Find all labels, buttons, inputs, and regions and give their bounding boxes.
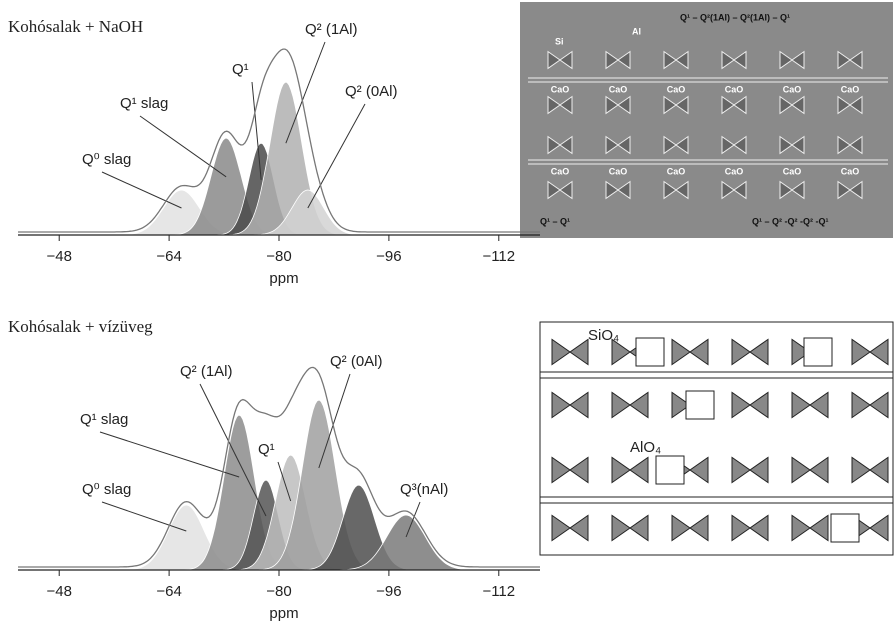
peak-label: Q¹ slag (80, 411, 128, 428)
peak-label: Q⁰ slag (82, 481, 131, 498)
leader-line (308, 104, 365, 208)
x-tick-label: −80 (266, 248, 291, 265)
caption: Q¹ – Q²(1Al) – Q²(1Al) – Q¹ (680, 12, 790, 22)
label: AlO₄ (630, 439, 661, 456)
cao-label: CaO (725, 166, 744, 176)
x-tick-label: −112 (482, 248, 515, 265)
cao-label: CaO (841, 166, 860, 176)
x-tick-label: −48 (46, 583, 71, 600)
peak-label: Q¹ (232, 61, 249, 78)
x-tick-label: −64 (156, 248, 181, 265)
caption: Q¹ – Q² -Q² -Q² -Q¹ (752, 216, 829, 226)
leader-line (100, 432, 239, 477)
label: Si (555, 36, 564, 46)
peak-label: Q¹ slag (120, 95, 168, 112)
cao-label: CaO (841, 84, 860, 94)
alo4-box (831, 514, 859, 542)
cao-label: CaO (725, 84, 744, 94)
label: Al (632, 26, 641, 36)
x-tick-label: −64 (156, 583, 181, 600)
alo4-box (636, 338, 664, 366)
x-axis-label: ppm (269, 270, 298, 287)
cao-label: CaO (609, 84, 628, 94)
x-tick-label: −80 (266, 583, 291, 600)
x-axis-label: ppm (269, 605, 298, 622)
alo4-box (686, 391, 714, 419)
cao-label: CaO (551, 84, 570, 94)
x-tick-label: −96 (376, 248, 401, 265)
peak-label: Q² (0Al) (330, 353, 383, 370)
alo4-box (656, 456, 684, 484)
leader-line (102, 172, 181, 208)
caption: Q¹ – Q¹ (540, 216, 570, 226)
peak-label: Q³(nAl) (400, 481, 448, 498)
x-tick-label: −112 (482, 583, 515, 600)
figure: Kohósalak + NaOH Kohósalak + vízüveg CaO… (0, 0, 895, 632)
x-tick-label: −48 (46, 248, 71, 265)
x-tick-label: −96 (376, 583, 401, 600)
cao-label: CaO (609, 166, 628, 176)
peak-label: Q⁰ slag (82, 151, 131, 168)
cao-label: CaO (551, 166, 570, 176)
peak-label: Q¹ (258, 441, 275, 458)
label: SiO₄ (588, 327, 619, 344)
panel-title: Kohósalak + NaOH (8, 17, 143, 36)
alo4-box (804, 338, 832, 366)
peak-label: Q² (1Al) (305, 21, 358, 38)
structure-box (520, 2, 893, 238)
cao-label: CaO (667, 166, 686, 176)
peak (18, 455, 540, 570)
panel-title: Kohósalak + vízüveg (8, 317, 153, 336)
cao-label: CaO (783, 166, 802, 176)
leader-line (140, 116, 226, 177)
cao-label: CaO (667, 84, 686, 94)
cao-label: CaO (783, 84, 802, 94)
peak-label: Q² (1Al) (180, 363, 233, 380)
peak-label: Q² (0Al) (345, 83, 398, 100)
